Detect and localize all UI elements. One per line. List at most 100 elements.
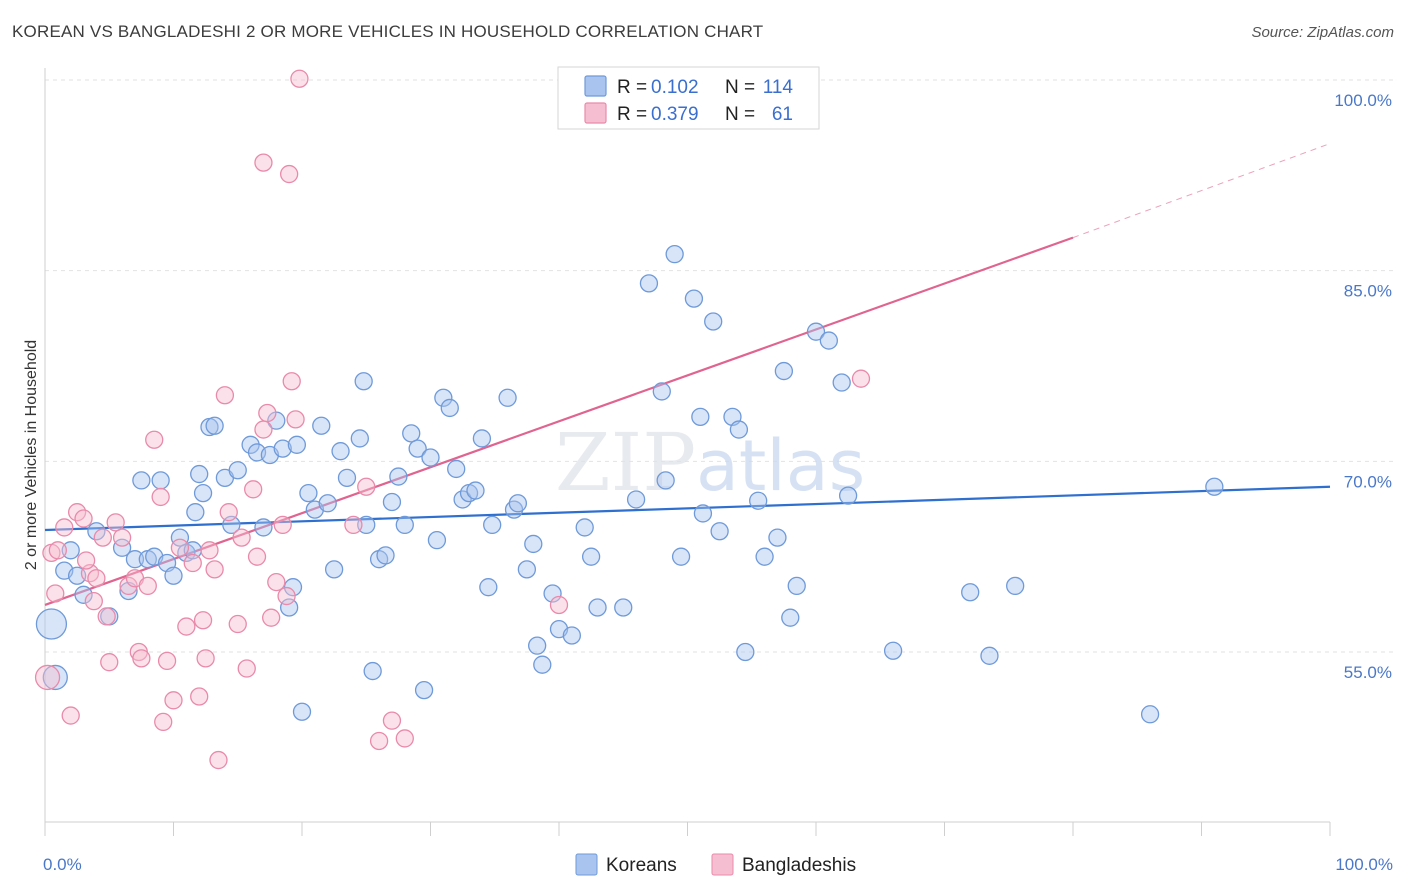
bangladeshi-point bbox=[196, 649, 215, 668]
bangladeshi-point bbox=[279, 164, 299, 184]
bangladeshi-point bbox=[106, 513, 125, 532]
korean-point bbox=[395, 515, 414, 535]
bangladeshi-point bbox=[200, 541, 219, 560]
bangladeshi-point bbox=[262, 608, 281, 627]
bangladeshi-point bbox=[254, 420, 273, 439]
korean-point bbox=[414, 680, 434, 700]
bangladeshi-point bbox=[157, 651, 177, 671]
korean-point bbox=[324, 560, 344, 579]
bangladeshi-point bbox=[55, 518, 74, 537]
korean-point bbox=[980, 646, 999, 665]
y-tick-label: 70.0% bbox=[1344, 472, 1392, 491]
legend: R = 0.102 N = 114 R = 0.379 N = 61 bbox=[557, 66, 820, 130]
korean-point bbox=[533, 655, 552, 674]
bangladeshi-point bbox=[132, 649, 151, 668]
korean-point bbox=[819, 331, 838, 350]
legend-n-label: N = bbox=[725, 77, 755, 98]
korean-point bbox=[363, 661, 382, 681]
korean-point bbox=[292, 702, 312, 721]
y-tick-label: 55.0% bbox=[1344, 663, 1392, 682]
korean-point bbox=[472, 429, 492, 448]
korean-point bbox=[883, 641, 903, 660]
grid-lines bbox=[45, 79, 1395, 653]
bangladeshi-point bbox=[205, 560, 224, 579]
bangladeshi-point bbox=[100, 653, 119, 672]
korean-point bbox=[693, 504, 713, 523]
bangladeshi-point bbox=[254, 153, 273, 172]
legend-swatch-bangladeshis bbox=[584, 102, 607, 124]
korean-point bbox=[125, 550, 145, 569]
koreans-swatch bbox=[575, 853, 598, 876]
korean-point bbox=[389, 467, 408, 486]
bangladeshi-point bbox=[138, 576, 157, 596]
korean-point bbox=[498, 388, 517, 407]
legend-n-label: N = bbox=[725, 104, 755, 125]
korean-point bbox=[61, 541, 80, 560]
korean-point bbox=[74, 585, 93, 604]
korean-point bbox=[402, 424, 421, 443]
watermark-atlas: atlas bbox=[696, 425, 865, 507]
korean-point bbox=[1205, 477, 1224, 496]
bangladeshi-point bbox=[273, 515, 292, 535]
bangladeshi-point bbox=[247, 547, 267, 566]
bangladeshis-legend-label: Bangladeshis bbox=[742, 855, 856, 876]
korean-point bbox=[254, 518, 273, 537]
bangladeshi-point bbox=[244, 480, 263, 499]
korean-point bbox=[755, 547, 774, 566]
bangladeshi-point bbox=[382, 711, 402, 730]
bangladeshi-point bbox=[151, 487, 170, 507]
korean-point bbox=[164, 566, 183, 585]
korean-point bbox=[665, 244, 684, 264]
korean-point bbox=[671, 547, 691, 566]
trend-lines bbox=[44, 143, 1331, 607]
bangladeshi-point bbox=[237, 659, 256, 678]
korean-point bbox=[508, 494, 528, 513]
korean-point bbox=[626, 490, 646, 509]
bangladeshi-point bbox=[170, 538, 190, 557]
korean-point bbox=[749, 491, 768, 510]
korean-point bbox=[427, 530, 447, 550]
bangladeshi-point bbox=[215, 386, 235, 405]
korean-point bbox=[421, 448, 440, 467]
y-tick-label: 100.0% bbox=[1334, 91, 1392, 110]
korean-trendline bbox=[44, 485, 1331, 532]
korean-point bbox=[639, 274, 659, 293]
x-tick-label: 0.0% bbox=[43, 855, 82, 874]
korean-point bbox=[279, 598, 299, 617]
korean-point bbox=[479, 578, 498, 597]
bangladeshi-point bbox=[232, 528, 251, 547]
legend-r-label: R = bbox=[617, 104, 647, 125]
korean-point bbox=[961, 583, 980, 602]
korean-point bbox=[806, 322, 826, 341]
korean-point bbox=[684, 289, 704, 308]
korean-point bbox=[132, 471, 151, 490]
korean-point bbox=[614, 598, 633, 617]
bangladeshi-point bbox=[190, 687, 209, 706]
korean-point bbox=[483, 515, 502, 535]
korean-point bbox=[787, 576, 806, 596]
chart-title: KOREAN VS BANGLADESHI 2 OR MORE VEHICLES… bbox=[12, 22, 764, 41]
korean-point bbox=[838, 486, 858, 505]
bangladeshi-point bbox=[286, 410, 305, 429]
bangladeshi-point bbox=[87, 569, 106, 588]
bangladeshi-point bbox=[851, 369, 871, 388]
y-tick-labels: 55.0% 70.0% 85.0% 100.0% bbox=[1334, 91, 1392, 682]
bangladeshi-point bbox=[154, 712, 173, 732]
korean-point bbox=[312, 416, 331, 435]
bangladeshi-trendline bbox=[44, 236, 1074, 607]
data-points bbox=[34, 69, 1224, 770]
bangladeshi-point bbox=[177, 617, 196, 636]
korean-point bbox=[528, 636, 547, 655]
bangladeshi-point bbox=[219, 503, 238, 522]
korean-point bbox=[691, 407, 710, 426]
korean-point bbox=[299, 483, 318, 503]
korean-point bbox=[581, 547, 601, 566]
bangladeshi-point bbox=[209, 750, 228, 770]
bangladeshi-point bbox=[193, 611, 213, 630]
korean-point bbox=[1006, 576, 1025, 596]
korean-point bbox=[287, 435, 307, 454]
bangladeshi-point bbox=[183, 553, 202, 573]
korean-point bbox=[205, 416, 224, 435]
bangladeshi-point bbox=[93, 528, 112, 547]
